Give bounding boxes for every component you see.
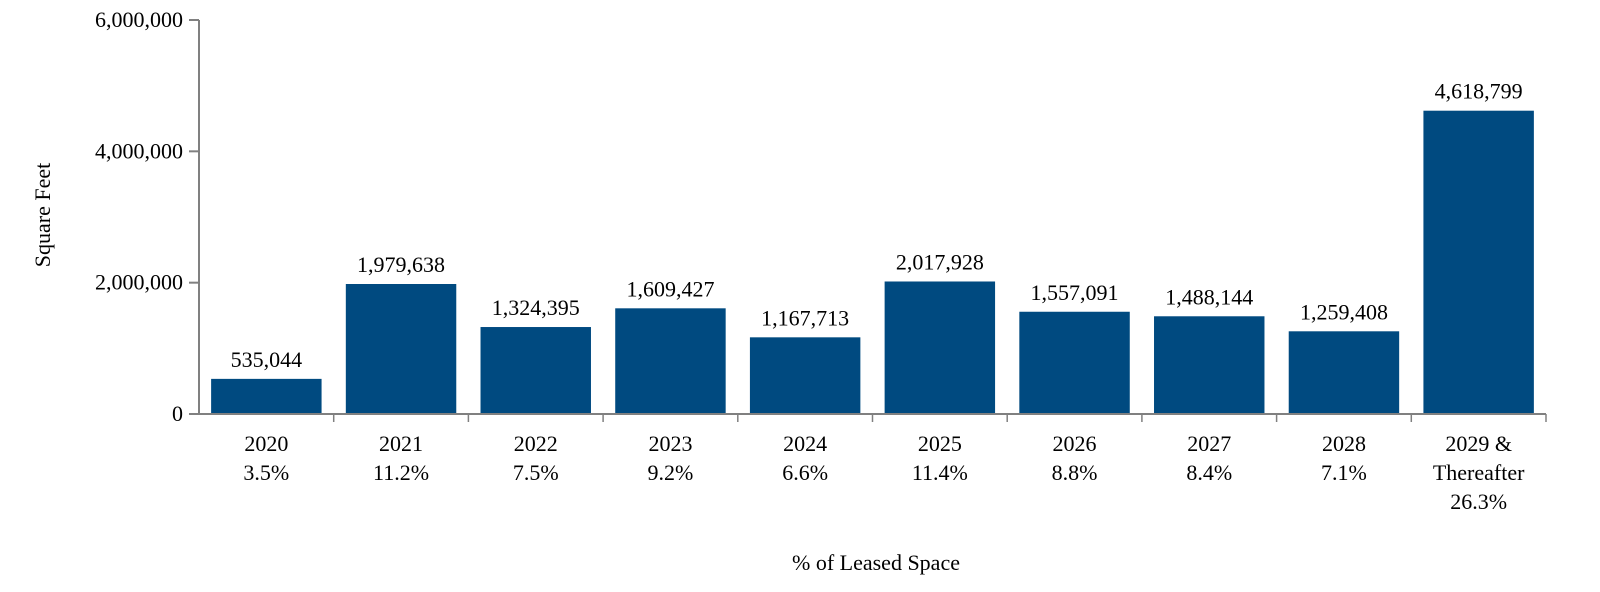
data-label-9: 4,618,799 <box>1435 79 1523 104</box>
category-label-1-line-1: 11.2% <box>373 460 429 485</box>
category-label-9-line-2: 26.3% <box>1450 489 1507 514</box>
bar-1 <box>345 284 457 414</box>
bars-group <box>211 110 1534 414</box>
category-label-7-line-0: 2027 <box>1187 431 1231 456</box>
category-label-8: 2028 7.1% <box>1321 431 1367 485</box>
bar-3 <box>615 308 726 414</box>
category-label-1: 2021 11.2% <box>373 431 429 485</box>
data-label-2: 1,324,395 <box>492 295 580 320</box>
category-label-0-line-1: 3.5% <box>243 460 289 485</box>
bar-6 <box>1019 311 1130 414</box>
category-label-4-line-1: 6.6% <box>782 460 828 485</box>
bar-5 <box>884 281 996 414</box>
data-label-3: 1,609,427 <box>626 276 714 301</box>
x-axis-title: % of Leased Space <box>792 550 960 575</box>
category-label-0-line-0: 2020 <box>244 431 288 456</box>
bar-8 <box>1288 331 1400 414</box>
category-label-2-line-0: 2022 <box>514 431 558 456</box>
y-ticks-group: 0 2,000,000 4,000,000 6,000,000 <box>95 7 199 426</box>
category-label-7-line-1: 8.4% <box>1186 460 1232 485</box>
data-label-5: 2,017,928 <box>896 249 984 274</box>
category-label-6-line-0: 2026 <box>1053 431 1097 456</box>
data-label-1: 1,979,638 <box>357 252 445 277</box>
category-label-9-line-0: 2029 & <box>1445 431 1512 456</box>
bar-0 <box>211 378 322 414</box>
category-label-6-line-1: 8.8% <box>1052 460 1098 485</box>
category-label-5: 2025 11.4% <box>912 431 968 485</box>
bar-2 <box>480 327 591 414</box>
data-label-0: 535,044 <box>231 347 303 372</box>
category-label-1-line-0: 2021 <box>379 431 423 456</box>
y-tick-label-0: 0 <box>172 401 183 426</box>
category-label-6: 2026 8.8% <box>1052 431 1098 485</box>
data-labels-group: 535,044 1,979,638 1,324,395 1,609,427 1,167,… <box>231 79 1523 372</box>
category-label-9: 2029 & Thereafter 26.3% <box>1433 431 1525 514</box>
y-tick-label-3: 6,000,000 <box>95 7 183 32</box>
category-label-8-line-0: 2028 <box>1322 431 1366 456</box>
y-tick-label-2: 4,000,000 <box>95 138 183 163</box>
category-label-7: 2027 8.4% <box>1186 431 1232 485</box>
data-label-6: 1,557,091 <box>1031 280 1119 305</box>
category-label-4: 2024 6.6% <box>782 431 828 485</box>
category-label-5-line-0: 2025 <box>918 431 962 456</box>
category-label-9-line-1: Thereafter <box>1433 460 1525 485</box>
category-label-3-line-0: 2023 <box>648 431 692 456</box>
bar-4 <box>749 337 861 414</box>
category-label-8-line-1: 7.1% <box>1321 460 1367 485</box>
y-tick-label-1: 2,000,000 <box>95 270 183 295</box>
data-label-4: 1,167,713 <box>761 305 849 330</box>
category-label-4-line-0: 2024 <box>783 431 827 456</box>
category-label-2-line-1: 7.5% <box>513 460 559 485</box>
bar-9 <box>1423 110 1534 414</box>
category-label-2: 2022 7.5% <box>513 431 559 485</box>
category-label-5-line-1: 11.4% <box>912 460 968 485</box>
category-label-3: 2023 9.2% <box>648 431 694 485</box>
category-label-0: 2020 3.5% <box>243 431 289 485</box>
y-axis-title: Square Feet <box>30 163 55 267</box>
category-label-3-line-1: 9.2% <box>648 460 694 485</box>
data-label-7: 1,488,144 <box>1165 284 1253 309</box>
bar-7 <box>1154 316 1265 414</box>
x-categories-group: 2020 3.5% 2021 11.2% 2022 7.5% 2023 9.2% 2024 6.6… <box>243 431 1525 514</box>
axes-group <box>189 20 1547 422</box>
data-label-8: 1,259,408 <box>1300 299 1388 324</box>
